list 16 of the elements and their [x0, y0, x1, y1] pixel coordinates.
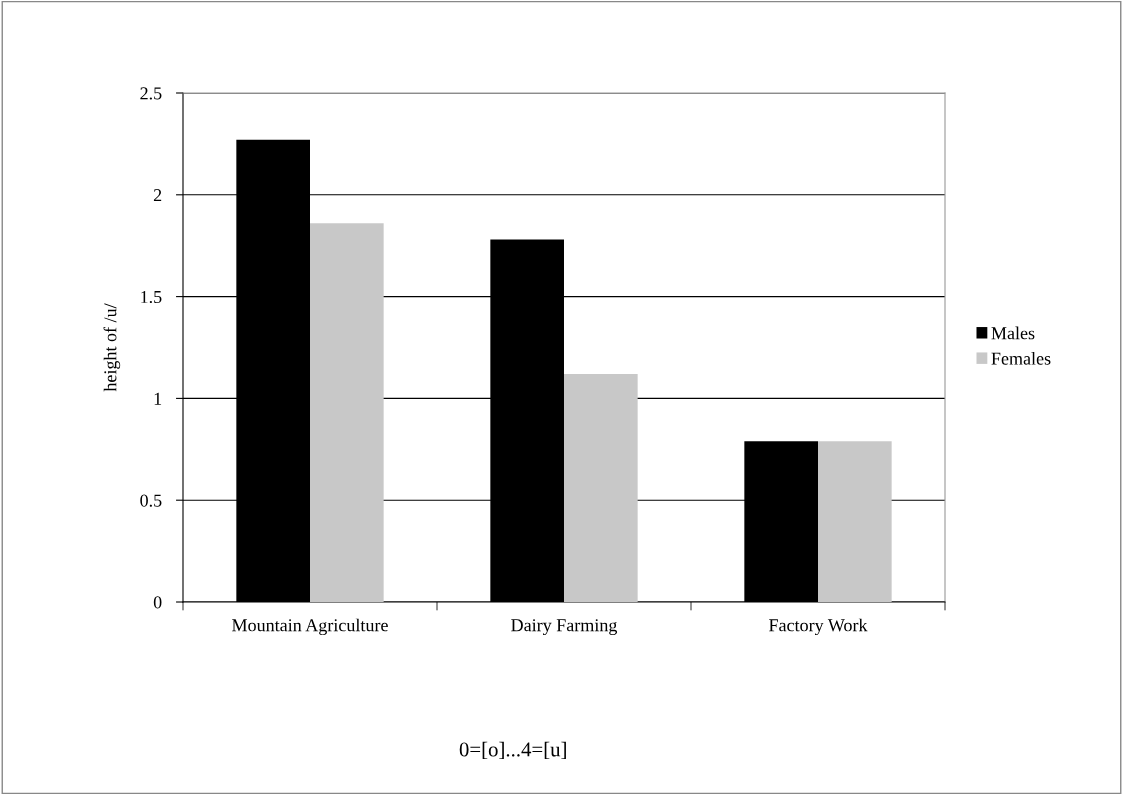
y-tick-label: 0: [153, 596, 162, 609]
x-tick-label: Mountain Agriculture: [232, 618, 388, 636]
x-tick-label: Dairy Farming: [511, 619, 618, 636]
y-tick-label: 2.5: [140, 87, 162, 100]
x-tick-label: Factory Work: [769, 618, 868, 636]
legend-label: Females: [991, 352, 1051, 365]
y-tick-label: 2: [153, 189, 162, 202]
y-tick-label: 1: [154, 392, 162, 405]
y-tick-label: 1.5: [141, 290, 162, 304]
text: 0=[o]...4=[u]: [459, 741, 566, 760]
bar: [564, 373, 638, 602]
y-tick-label: 0.5: [140, 494, 162, 507]
legend-label: Males: [991, 326, 1035, 340]
y-axis-title: height of /u/: [103, 303, 121, 392]
bar: [818, 441, 892, 602]
bar: [310, 223, 384, 602]
